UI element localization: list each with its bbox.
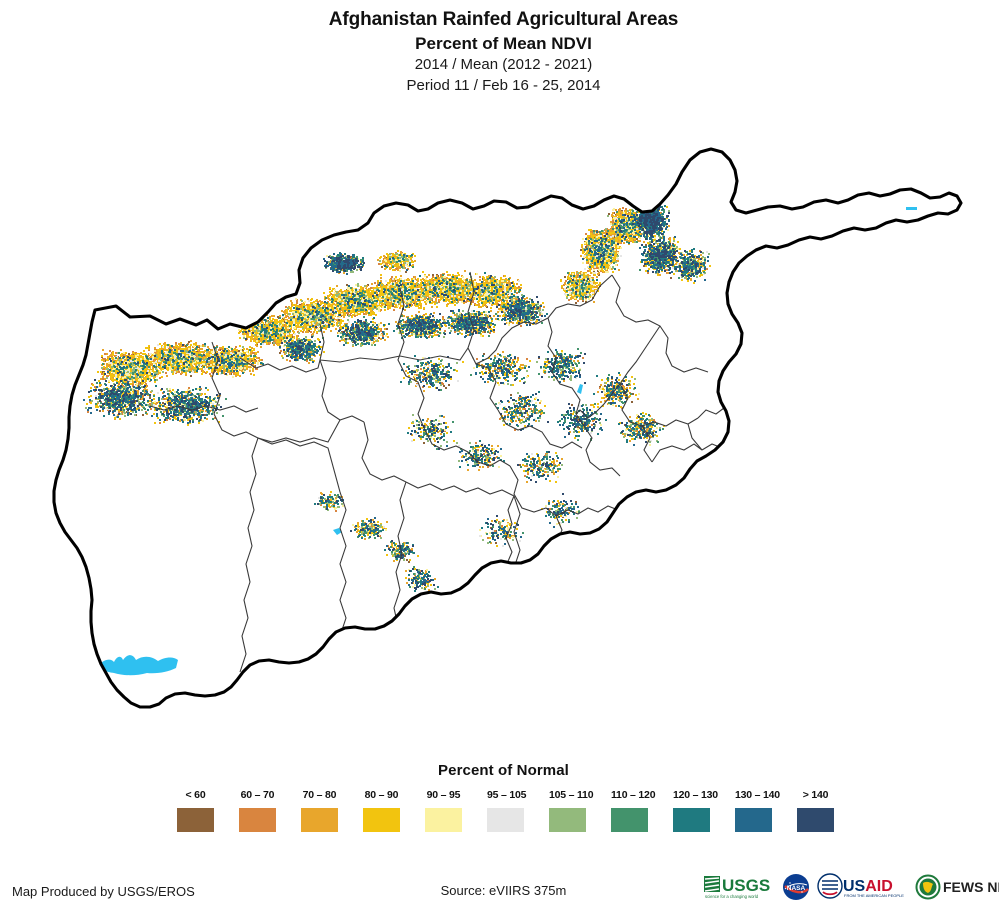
- title-block: Afghanistan Rainfed Agricultural Areas P…: [0, 8, 1007, 96]
- river-kunar: [577, 384, 583, 394]
- lake-small-central: [333, 528, 342, 535]
- svg-text:science for a changing world: science for a changing world: [705, 894, 759, 899]
- legend-item-label: > 140: [802, 789, 829, 801]
- water-bodies-layer: [99, 198, 917, 676]
- legend-item-swatch: [673, 808, 710, 832]
- map-land-layer: [54, 149, 961, 707]
- page-title: Afghanistan Rainfed Agricultural Areas: [328, 9, 679, 30]
- legend-item-label: < 60: [185, 789, 206, 801]
- legend-item-swatch: [301, 808, 338, 832]
- legend-item-label: 90 – 95: [426, 789, 461, 801]
- fewsnet-logo[interactable]: FEWS NET: [915, 872, 999, 902]
- legend-item[interactable]: < 60: [177, 789, 214, 832]
- legend-item-label: 105 – 110: [549, 789, 594, 801]
- legend-item-label: 95 – 105: [487, 789, 527, 801]
- period-label: Period 11 / Feb 16 - 25, 2014: [406, 77, 601, 94]
- map-producer-label: Map Produced by USGS/EROS: [12, 884, 195, 899]
- legend-item[interactable]: 90 – 95: [425, 789, 462, 832]
- legend-item[interactable]: > 140: [797, 789, 834, 832]
- svg-text:USGS: USGS: [722, 876, 770, 895]
- legend-item-label: 70 – 80: [302, 789, 337, 801]
- legend-title: Percent of Normal: [438, 762, 569, 779]
- svg-text:NASA: NASA: [787, 885, 806, 892]
- svg-text:FEWS NET: FEWS NET: [943, 879, 999, 895]
- legend-item-swatch: [177, 808, 214, 832]
- legend-items: < 60 60 – 70 70 – 80 80 – 90 90 – 95 95 – 105…: [0, 789, 1007, 832]
- partner-logos: USGS science for a changing world NASA U…: [703, 870, 999, 904]
- legend-item-swatch: [735, 808, 772, 832]
- nasa-logo[interactable]: NASA: [781, 872, 811, 902]
- footer: Map Produced by USGS/EROS Source: eVIIRS…: [0, 873, 1007, 912]
- legend-item-swatch: [487, 808, 524, 832]
- afghanistan-map[interactable]: [0, 110, 1007, 750]
- legend-item-swatch: [425, 808, 462, 832]
- legend-item-label: 130 – 140: [735, 789, 780, 801]
- svg-text:FROM THE AMERICAN PEOPLE: FROM THE AMERICAN PEOPLE: [844, 893, 904, 898]
- ndvi-class-patch: [88, 177, 702, 590]
- legend-item[interactable]: 95 – 105: [487, 789, 527, 832]
- svg-text:USAID: USAID: [843, 878, 893, 895]
- legend-item-label: 110 – 120: [611, 789, 656, 801]
- legend-item-swatch: [363, 808, 400, 832]
- legend-item[interactable]: 80 – 90: [363, 789, 400, 832]
- legend-item-label: 60 – 70: [240, 789, 275, 801]
- map-canvas[interactable]: [0, 110, 1007, 750]
- national-border: [52, 147, 963, 709]
- legend-item-swatch: [611, 808, 648, 832]
- legend-item-label: 120 – 130: [673, 789, 718, 801]
- mean-period-label: 2014 / Mean (2012 - 2021): [414, 56, 593, 73]
- legend-item[interactable]: 110 – 120: [611, 789, 656, 832]
- legend-item-label: 80 – 90: [364, 789, 399, 801]
- afghanistan-landmass: [54, 149, 961, 707]
- legend-item-swatch: [239, 808, 276, 832]
- data-source-label: Source: eVIIRS 375m: [440, 883, 567, 898]
- legend-item[interactable]: 120 – 130: [673, 789, 718, 832]
- legend-item-swatch: [797, 808, 834, 832]
- legend-item[interactable]: 130 – 140: [735, 789, 780, 832]
- hamun-lake: [99, 655, 178, 676]
- legend-item[interactable]: 70 – 80: [301, 789, 338, 832]
- ndvi-raster-layer: [83, 175, 711, 592]
- legend-item[interactable]: 60 – 70: [239, 789, 276, 832]
- usgs-logo[interactable]: USGS science for a changing world: [703, 872, 775, 902]
- usaid-logo[interactable]: USAID FROM THE AMERICAN PEOPLE: [817, 872, 909, 902]
- page-subtitle: Percent of Mean NDVI: [415, 34, 592, 53]
- legend: Percent of Normal < 60 60 – 70 70 – 80 80 –…: [0, 762, 1007, 832]
- legend-item[interactable]: 105 – 110: [549, 789, 594, 832]
- lake-wakhan-b: [906, 207, 917, 210]
- legend-item-swatch: [549, 808, 586, 832]
